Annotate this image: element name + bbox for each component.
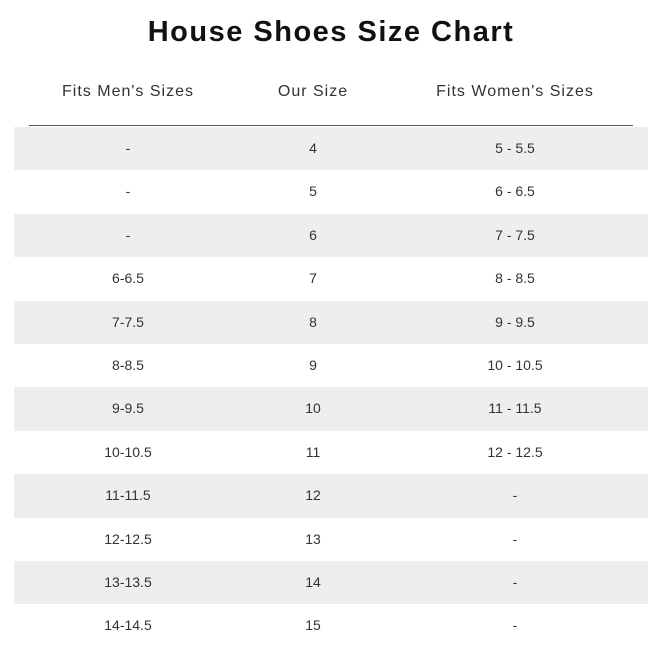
header-divider	[29, 125, 633, 126]
womens-size-cell: -	[512, 487, 518, 504]
page-title: House Shoes Size Chart	[147, 16, 515, 48]
table-row: 9-9.5 10 11 - 11.5	[14, 387, 648, 431]
table-row: - 5 6 - 6.5	[14, 170, 648, 213]
mens-size-cell: 14-14.5	[104, 617, 152, 634]
mens-size-cell: 11-11.5	[105, 487, 151, 504]
size-table-body: - 4 5 - 5.5 - 5 6 - 6.5 - 6 7 - 7.5 6-6.5 7 8 - 8.5…	[14, 127, 648, 648]
table-row: 10-10.5 11 12 - 12.5	[14, 431, 648, 474]
our-size-cell: 4	[309, 140, 317, 156]
mens-size-cell: 12-12.5	[104, 530, 152, 547]
table-row: - 4 5 - 5.5	[14, 127, 648, 171]
womens-size-cell: 6 - 6.5	[495, 183, 535, 200]
mens-size-cell: 7-7.5	[112, 313, 144, 330]
mens-size-cell: 10-10.5	[104, 443, 152, 460]
womens-size-cell: 5 - 5.5	[495, 140, 535, 156]
mens-size-cell: 8-8.5	[112, 356, 144, 373]
table-row: - 6 7 - 7.5	[14, 213, 648, 258]
header-womens-sizes: Fits Women's Sizes	[436, 83, 594, 100]
mens-size-cell: -	[125, 226, 131, 243]
mens-size-cell: -	[125, 183, 131, 200]
our-size-cell: 5	[309, 183, 317, 200]
womens-size-cell: 9 - 9.5	[495, 313, 535, 330]
mens-size-cell: -	[125, 140, 131, 156]
table-row: 12-12.5 13 -	[14, 518, 648, 561]
womens-size-cell: 10 - 10.5	[487, 356, 543, 373]
table-row: 13-13.5 14 -	[14, 560, 648, 605]
womens-size-cell: -	[512, 573, 518, 590]
our-size-cell: 13	[305, 530, 321, 547]
womens-size-cell: 8 - 8.5	[495, 270, 535, 287]
our-size-cell: 6	[309, 226, 317, 243]
our-size-cell: 8	[309, 313, 317, 330]
our-size-cell: 12	[305, 487, 321, 504]
our-size-cell: 7	[309, 270, 317, 287]
mens-size-cell: 13-13.5	[104, 573, 152, 590]
table-row: 11-11.5 12 -	[14, 474, 648, 518]
womens-size-cell: 7 - 7.5	[495, 226, 535, 243]
table-row: 14-14.5 15 -	[14, 604, 648, 647]
womens-size-cell: 11 - 11.5	[488, 400, 542, 417]
our-size-cell: 9	[309, 356, 317, 373]
our-size-cell: 15	[305, 617, 321, 634]
our-size-cell: 14	[305, 573, 321, 590]
mens-size-cell: 6-6.5	[112, 270, 144, 287]
header-mens-sizes: Fits Men's Sizes	[62, 83, 194, 100]
header-our-size: Our Size	[277, 83, 349, 100]
womens-size-cell: 12 - 12.5	[487, 443, 543, 460]
table-row: 8-8.5 9 10 - 10.5	[14, 344, 648, 387]
our-size-cell: 10	[305, 400, 321, 417]
womens-size-cell: -	[512, 617, 518, 634]
womens-size-cell: -	[512, 530, 518, 547]
table-row: 6-6.5 7 8 - 8.5	[14, 257, 648, 300]
mens-size-cell: 9-9.5	[112, 400, 144, 417]
our-size-cell: 11	[305, 443, 321, 460]
table-row: 7-7.5 8 9 - 9.5	[14, 300, 648, 344]
